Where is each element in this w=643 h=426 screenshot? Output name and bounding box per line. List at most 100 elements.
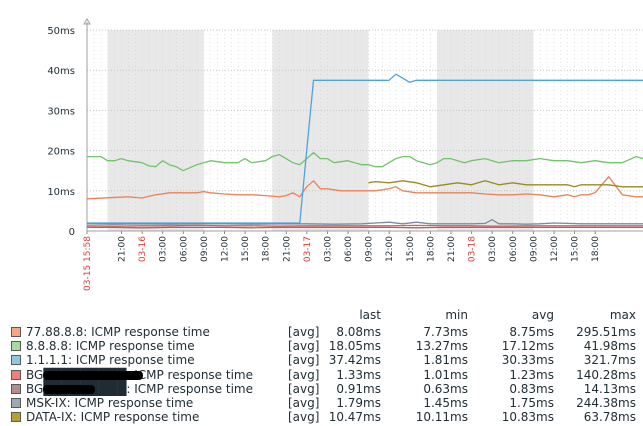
legend-series-name: 77.88.8.8: ICMP response time <box>26 325 210 339</box>
series-line-5 <box>86 219 643 225</box>
legend-value-min: 1.01ms <box>423 367 468 382</box>
redaction-mark <box>43 370 143 380</box>
legend-function: [avg] <box>288 410 320 425</box>
x-tick-label: 12:00 <box>220 236 230 262</box>
legend-swatch <box>11 412 21 423</box>
y-tick-label: 30ms <box>47 106 75 117</box>
legend-value-min: 13.27ms <box>415 339 468 354</box>
legend-value-avg: 8.75ms <box>509 325 554 339</box>
legend-value-max: 140.28ms <box>576 367 636 382</box>
legend-row: DATA-IX: ICMP response time [avg] 10.47ms 1… <box>0 410 643 424</box>
x-tick-label: 15:00 <box>241 236 251 262</box>
legend-table: last min avg max 77.88.8.8: ICMP respons… <box>0 308 643 426</box>
x-tick-label: 21:00 <box>118 236 128 262</box>
legend-row: 1.1.1.1: ICMP response time [avg] 37.42ms 1… <box>0 353 643 367</box>
legend-value-min: 0.63ms <box>423 381 468 396</box>
legend-series-name: 8.8.8.8: ICMP response time <box>26 339 195 354</box>
legend-value-min: 1.45ms <box>423 396 468 410</box>
x-tick-label: 15:00 <box>571 236 581 262</box>
legend-row: 8.8.8.8: ICMP response time [avg] 18.05ms 1… <box>0 339 643 353</box>
legend-row: MSK-IX: ICMP response time [avg] 1.79ms 1.4… <box>0 396 643 410</box>
x-tick-label: 12:00 <box>550 236 560 262</box>
x-tick-label: 21:00 <box>447 236 457 262</box>
x-tick-label: 03-15 15:58 <box>83 236 93 291</box>
legend-value-min: 7.73ms <box>423 325 468 339</box>
legend-value-last: 37.42ms <box>328 353 381 368</box>
legend-function: [avg] <box>288 353 320 368</box>
legend-value-max: 14.13ms <box>583 381 636 396</box>
legend-function: [avg] <box>288 367 320 382</box>
legend-value-last: 10.47ms <box>328 410 381 425</box>
legend-value-avg: 30.33ms <box>501 353 554 368</box>
legend-function: [avg] <box>288 325 320 339</box>
chart-area: 0 10ms 20ms 30ms 40ms 50ms 03-15 15:58 21:00 03-… <box>47 18 643 291</box>
x-tick-label: 18:00 <box>262 236 272 262</box>
x-tick-label: 21:00 <box>282 236 292 262</box>
legend-row: 77.88.8.8: ICMP response time [avg] 8.08ms… <box>0 325 643 339</box>
x-tick-label: 03-17 <box>303 236 313 262</box>
x-tick-label: 18:00 <box>426 236 436 262</box>
legend-value-avg: 0.83ms <box>509 381 554 396</box>
y-tick-label: 40ms <box>47 66 75 77</box>
legend-value-last: 0.91ms <box>336 381 381 396</box>
x-tick-label: 03-18 <box>468 236 478 262</box>
legend-swatch <box>11 398 21 408</box>
legend-function: [avg] <box>288 381 320 396</box>
x-tick-label: 06:00 <box>179 236 189 262</box>
legend-series-name: MSK-IX: ICMP response time <box>26 396 194 410</box>
legend-swatch <box>11 355 21 366</box>
legend-swatch <box>11 369 21 380</box>
legend-header-last: last <box>359 308 381 322</box>
legend-value-last: 18.05ms <box>328 339 381 354</box>
x-tick-label: 03:00 <box>159 236 169 262</box>
legend-header-avg: avg <box>531 308 554 322</box>
legend-value-avg: 1.23ms <box>509 367 554 382</box>
legend-header-min: min <box>445 308 468 322</box>
x-tick-label: 09:00 <box>200 236 210 262</box>
legend-value-max: 41.98ms <box>583 339 636 354</box>
legend-value-max: 295.51ms <box>576 325 636 339</box>
y-tick-label: 10ms <box>47 187 75 198</box>
x-tick-label: 06:00 <box>344 236 354 262</box>
legend-value-min: 10.11ms <box>415 410 468 425</box>
x-tick-label: 03:00 <box>323 236 333 262</box>
y-tick-label: 50ms <box>47 26 75 37</box>
x-tick-label: 15:00 <box>406 236 416 262</box>
x-tick-label: 03-16 <box>138 236 148 262</box>
x-tick-label: 18:00 <box>591 236 601 262</box>
legend-value-last: 1.33ms <box>336 367 381 382</box>
x-tick-label: 12:00 <box>385 236 395 262</box>
legend-function: [avg] <box>288 396 320 410</box>
x-tick-label: 03:00 <box>488 236 498 262</box>
legend-value-last: 1.79ms <box>336 396 381 410</box>
redaction-mark <box>43 384 95 394</box>
series-line-6 <box>368 180 643 188</box>
legend-header-max: max <box>609 308 636 322</box>
x-tick-label: 09:00 <box>365 236 375 262</box>
y-axis-arrow-icon <box>83 18 91 25</box>
legend-swatch <box>11 383 21 394</box>
legend-value-avg: 17.12ms <box>501 339 554 354</box>
legend-value-last: 8.08ms <box>336 325 381 339</box>
series-line-3 <box>86 224 643 227</box>
legend-value-max: 63.78ms <box>583 410 636 425</box>
legend-row: BG█████████: ICMP response time[avg]1.33… <box>0 368 643 382</box>
legend-row: BG█████████: ICMP response time [avg] 0.91… <box>0 382 643 396</box>
latency-chart: 0 10ms 20ms 30ms 40ms 50ms 03-15 15:58 21:00 03-… <box>47 18 643 291</box>
x-tick-label: 06:00 <box>509 236 519 262</box>
legend-swatch <box>11 327 21 337</box>
legend-series-name: 1.1.1.1: ICMP response time <box>26 353 195 368</box>
series-line-2 <box>87 73 643 224</box>
legend-value-avg: 1.75ms <box>509 396 554 410</box>
legend-series-name: DATA-IX: ICMP response time <box>26 410 200 425</box>
y-tick-label: 20ms <box>47 147 75 158</box>
legend-function: [avg] <box>288 339 320 354</box>
series-line-0 <box>86 176 643 200</box>
y-tick-label: 0 <box>69 227 75 238</box>
legend-swatch <box>11 341 21 352</box>
legend-value-max: 244.38ms <box>576 396 636 410</box>
series-line-1 <box>87 151 643 172</box>
legend-value-max: 321.7ms <box>583 353 636 368</box>
legend-value-min: 1.81ms <box>423 353 468 368</box>
legend-value-avg: 10.83ms <box>501 410 554 425</box>
